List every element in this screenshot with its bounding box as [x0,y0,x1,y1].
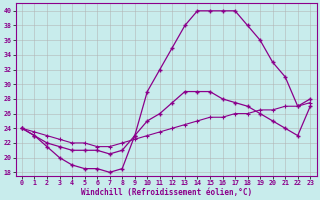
X-axis label: Windchill (Refroidissement éolien,°C): Windchill (Refroidissement éolien,°C) [81,188,252,197]
